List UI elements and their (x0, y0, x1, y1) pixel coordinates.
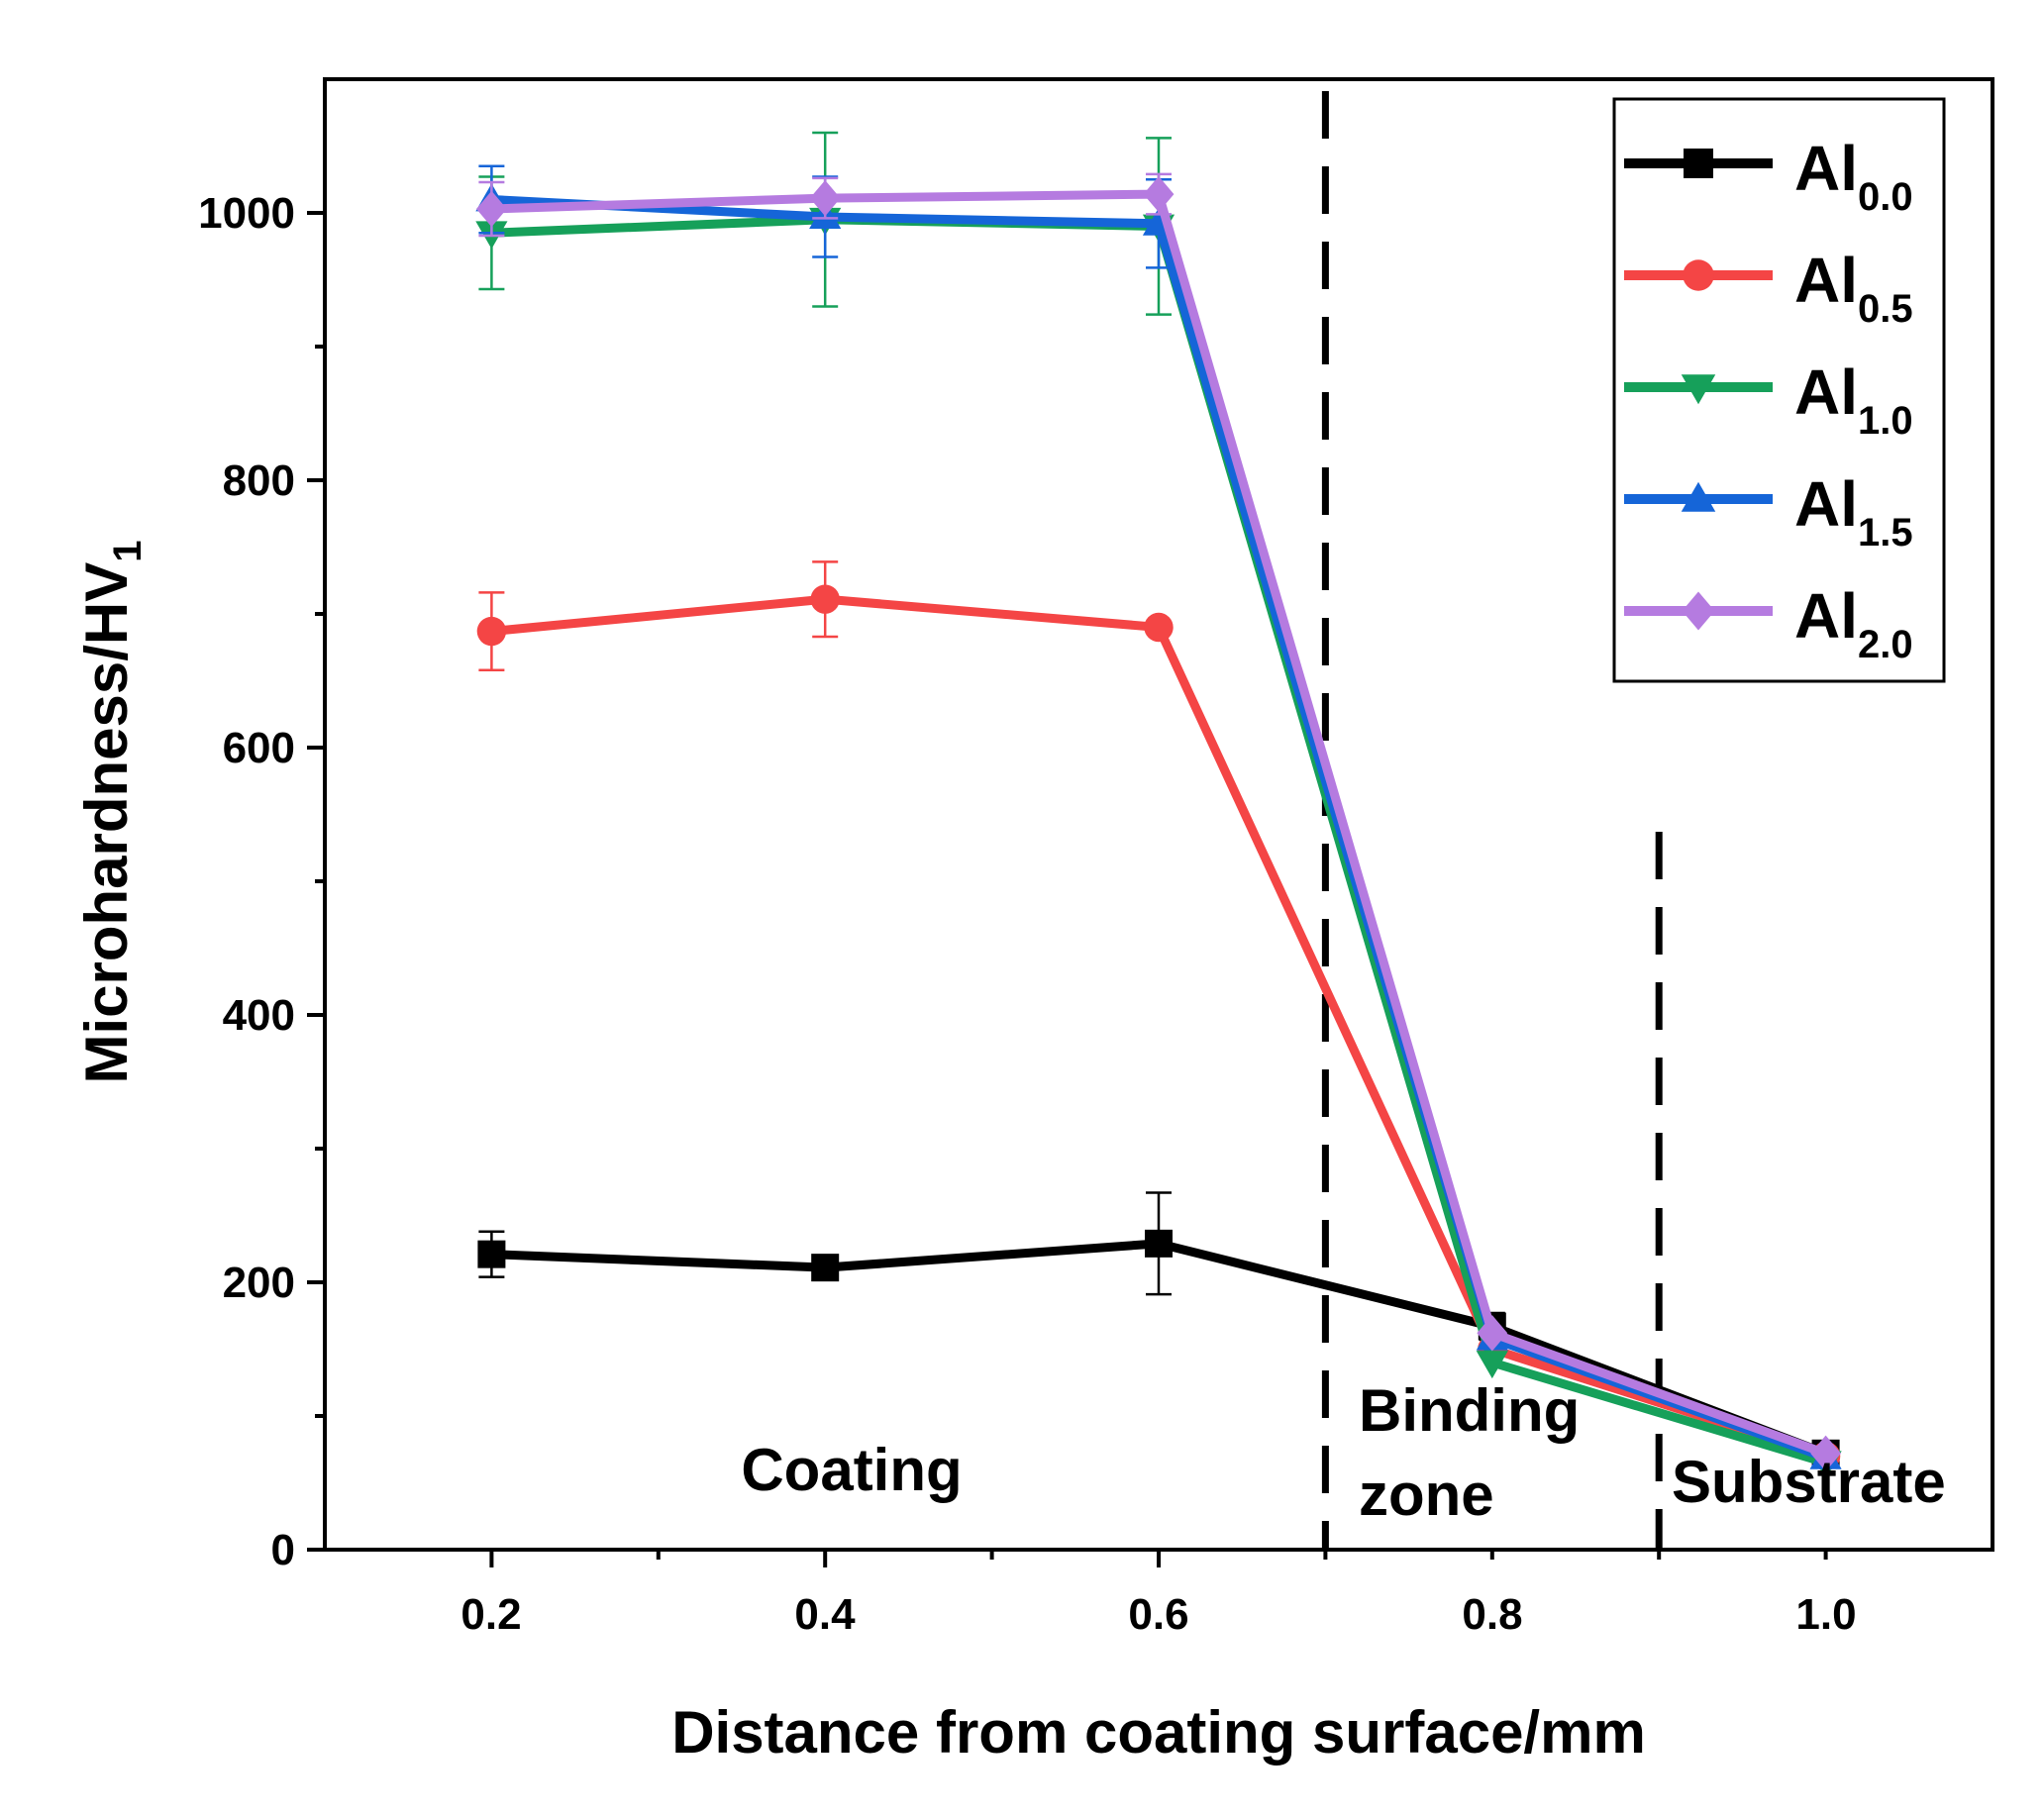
legend-label: Al1.0 (1794, 356, 1913, 443)
region-label-coating: Coating (741, 1437, 962, 1503)
y-axis-title: Microhardness/HV1 (73, 540, 150, 1083)
series-al-0.0 (477, 1191, 1840, 1467)
x-tick-labels: 0.2 0.4 0.6 0.8 1.0 (460, 1590, 1856, 1639)
legend-entries (1624, 149, 1773, 631)
data-point (810, 584, 840, 614)
data-point (1477, 1315, 1508, 1352)
data-point (476, 190, 507, 228)
axis-ticks (307, 211, 1828, 1567)
y-tick-label: 400 (223, 991, 295, 1040)
y-tick-label: 800 (223, 456, 295, 505)
x-tick-label: 0.6 (1128, 1590, 1188, 1639)
legend-marker (1682, 591, 1715, 631)
legend-marker (1683, 259, 1714, 291)
x-tick-label: 0.4 (794, 1590, 856, 1639)
y-tick-label: 600 (223, 724, 295, 772)
legend-label: Al0.5 (1794, 245, 1913, 331)
y-axis-title-main: Microhardness/HV (73, 562, 140, 1084)
legend-label: Al0.0 (1794, 133, 1913, 219)
legend-marker (1681, 374, 1716, 405)
series-al-2.0 (476, 172, 1841, 1471)
region-dividers (1321, 91, 1663, 1550)
data-point (476, 616, 507, 647)
svg-text:Microhardness/HV1: Microhardness/HV1 (73, 540, 150, 1083)
x-tick-label: 1.0 (1795, 1590, 1856, 1639)
region-label-substrate: Substrate (1672, 1449, 1946, 1515)
legend-label: Al2.0 (1794, 580, 1913, 666)
data-point (1810, 1435, 1841, 1471)
y-axis-title-sub: 1 (106, 540, 150, 561)
data-point (477, 1240, 506, 1268)
legend-marker (1681, 481, 1716, 512)
legend-label: Al1.5 (1794, 468, 1913, 555)
data-point (1144, 612, 1174, 643)
region-label-binding: Binding (1359, 1377, 1580, 1444)
data-point (1476, 1351, 1508, 1379)
data-point (1145, 1229, 1173, 1258)
legend: Al0.0 Al0.5 Al1.0 Al1.5 Al2.0 (1612, 97, 1946, 683)
legend-marker (1684, 149, 1713, 178)
series-al-0.5 (476, 560, 1841, 1471)
y-tick-label: 1000 (198, 189, 295, 238)
x-axis-title: Distance from coating surface/mm (671, 1699, 1646, 1766)
y-tick-label: 0 (271, 1526, 295, 1574)
data-point (809, 179, 841, 217)
y-tick-labels: 0 200 400 600 800 1000 (198, 189, 295, 1574)
y-tick-label: 200 (223, 1259, 295, 1307)
data-point (1143, 175, 1175, 213)
data-point (811, 1254, 840, 1282)
x-tick-label: 0.8 (1462, 1590, 1522, 1639)
x-tick-label: 0.2 (460, 1590, 521, 1639)
region-label-zone: zone (1359, 1462, 1494, 1528)
series-line (490, 594, 1827, 1461)
series-layer (475, 131, 1842, 1479)
